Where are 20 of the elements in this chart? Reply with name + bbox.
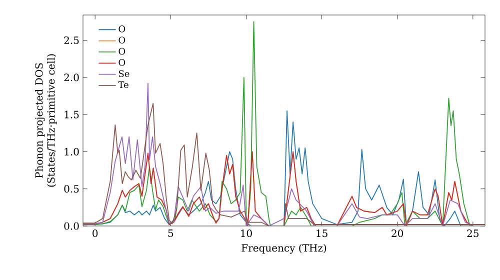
y-tick-label: 1.5 bbox=[64, 110, 79, 118]
x-tick-label: 0 bbox=[92, 230, 98, 238]
legend-label: O bbox=[118, 59, 126, 66]
legend-label: Te bbox=[118, 81, 128, 88]
y-tick-label: 1.0 bbox=[64, 148, 79, 156]
x-tick-label: 20 bbox=[392, 230, 404, 238]
y-tick-label: 2.0 bbox=[64, 74, 79, 82]
x-tick-label: 5 bbox=[168, 230, 174, 237]
legend-label: O bbox=[118, 26, 126, 32]
x-axis-title: Frequency (THz) bbox=[242, 244, 326, 254]
y-tick-label: 0.0 bbox=[64, 222, 79, 230]
x-tick-label: 10 bbox=[241, 230, 252, 238]
legend-label: O bbox=[118, 36, 126, 44]
x-tick-label: 15 bbox=[316, 230, 328, 238]
x-tick-label: 25 bbox=[467, 230, 479, 238]
y-axis-title: Phonon projected DOS (States/THz·primitive cell) bbox=[35, 54, 57, 187]
y-tick-label: 0.5 bbox=[64, 185, 79, 193]
legend-label: O bbox=[118, 48, 126, 55]
y-tick-label: 2.5 bbox=[64, 36, 79, 44]
legend-label: Se bbox=[118, 70, 130, 78]
